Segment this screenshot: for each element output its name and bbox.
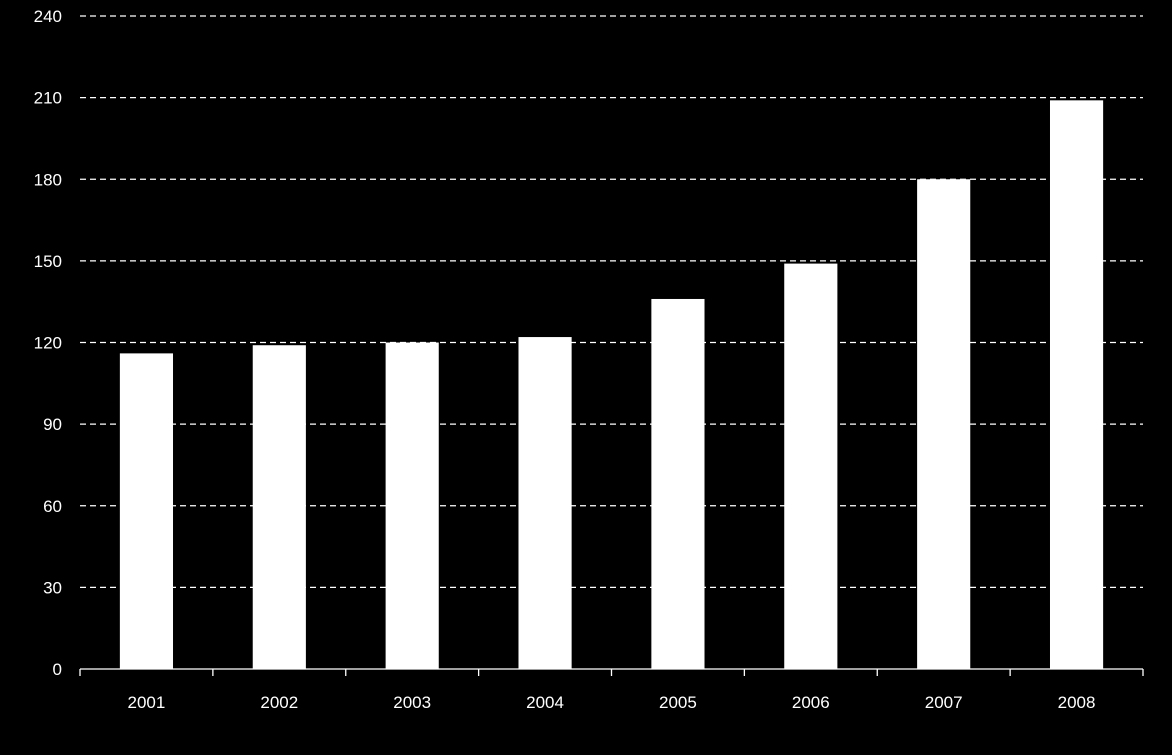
bar-2007 [917, 179, 971, 669]
x-axis [79, 668, 1144, 676]
bar-2003 [385, 342, 439, 669]
y-axis-tick-labels: 0 30 60 90 120 150 180 210 240 [34, 7, 62, 679]
bars [119, 100, 1104, 670]
bar-2001 [119, 353, 174, 669]
bar-2004 [518, 337, 572, 669]
y-tick-label: 30 [43, 578, 62, 597]
bar-2008 [1049, 100, 1104, 670]
x-tick-label: 2007 [925, 693, 963, 712]
x-tick-label: 2006 [792, 693, 830, 712]
x-tick-label: 2005 [659, 693, 697, 712]
x-tick-label: 2001 [128, 693, 166, 712]
x-tick-label: 2003 [393, 693, 431, 712]
x-tick-label: 2004 [526, 693, 564, 712]
y-tick-label: 120 [34, 334, 62, 353]
y-tick-label: 90 [43, 415, 62, 434]
y-tick-label: 180 [34, 170, 62, 189]
y-tick-label: 0 [53, 660, 62, 679]
bar-2005 [651, 298, 705, 669]
y-tick-label: 240 [34, 7, 62, 26]
x-tick-label: 2002 [260, 693, 298, 712]
y-tick-label: 150 [34, 252, 62, 271]
x-tick-label: 2008 [1058, 693, 1096, 712]
y-tick-label: 60 [43, 497, 62, 516]
y-tick-label: 210 [34, 89, 62, 108]
bar-2006 [784, 263, 838, 669]
x-axis-tick-labels: 2001 2002 2003 2004 2005 2006 2007 2008 [128, 693, 1096, 712]
bar-2002 [252, 345, 306, 669]
